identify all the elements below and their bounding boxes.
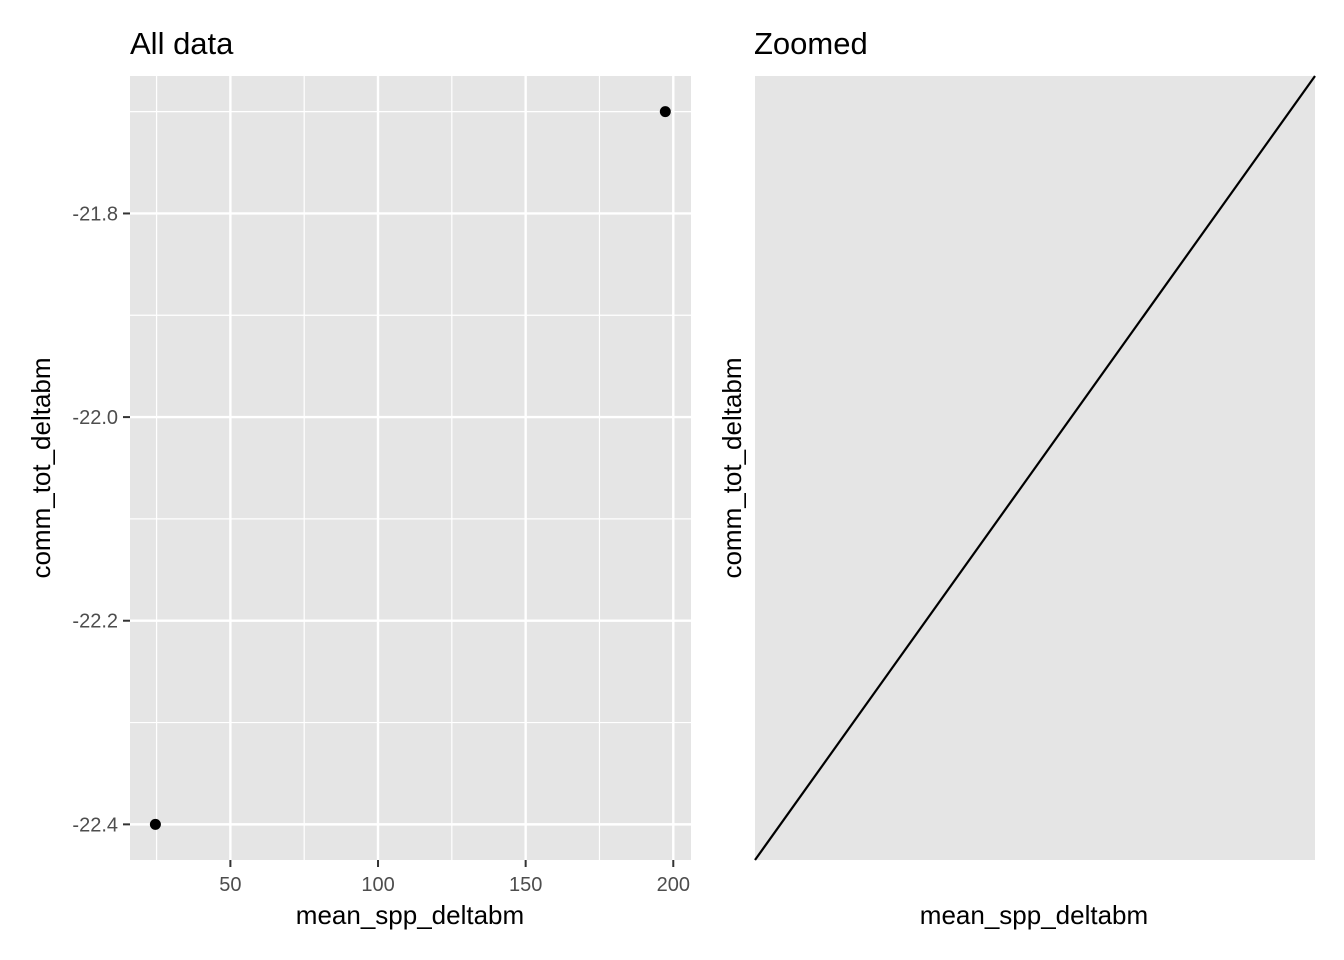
data-point bbox=[659, 106, 671, 118]
x-tick-label: 150 bbox=[509, 874, 542, 896]
x-tick-label: 200 bbox=[657, 874, 690, 896]
y-tick-label: -22.2 bbox=[72, 611, 118, 633]
all-data-x-axis: 50 100 150 200 bbox=[219, 860, 690, 896]
all-data-panel: All data -21.8 -22.0 -22.2 -22.4 50 100 150 20… bbox=[26, 26, 691, 930]
diagonal-line bbox=[754, 75, 1316, 861]
x-tick-label: 100 bbox=[361, 874, 394, 896]
all-data-x-axis-title: mean_spp_deltabm bbox=[296, 900, 524, 930]
y-tick-label: -21.8 bbox=[72, 203, 118, 225]
zoomed-x-axis-title: mean_spp_deltabm bbox=[920, 900, 1148, 930]
zoomed-panel: Zoomed mean_spp_deltabm comm_tot_deltabm bbox=[717, 26, 1316, 930]
all-data-gridlines bbox=[130, 76, 691, 860]
all-data-points bbox=[149, 106, 671, 830]
all-data-title: All data bbox=[130, 26, 234, 61]
all-data-plot-background bbox=[130, 76, 691, 860]
zoomed-series bbox=[754, 75, 1316, 861]
y-tick-label: -22.4 bbox=[72, 814, 118, 836]
all-data-y-axis-title: comm_tot_deltabm bbox=[26, 357, 56, 578]
x-tick-label: 50 bbox=[219, 874, 241, 896]
all-data-y-axis: -21.8 -22.0 -22.2 -22.4 bbox=[72, 203, 130, 836]
y-tick-label: -22.0 bbox=[72, 407, 118, 429]
zoomed-y-axis-title: comm_tot_deltabm bbox=[717, 357, 747, 578]
data-point bbox=[149, 818, 161, 830]
zoomed-title: Zoomed bbox=[754, 26, 868, 61]
